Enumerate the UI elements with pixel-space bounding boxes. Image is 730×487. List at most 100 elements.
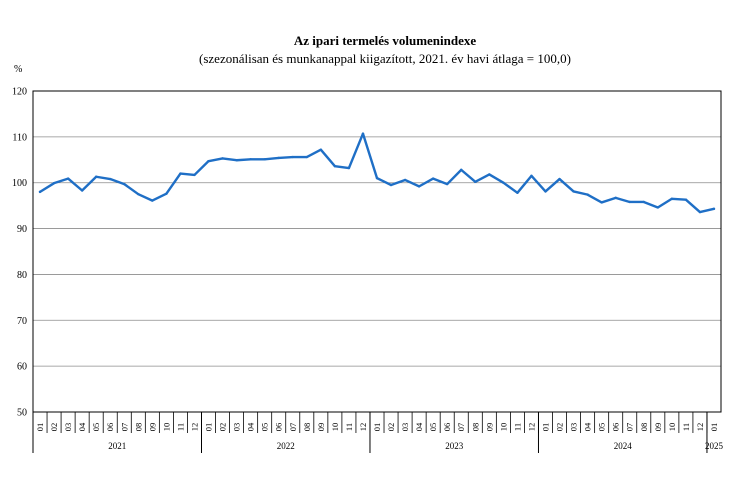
x-tick-label: 03 [63,423,73,432]
data-point [319,148,323,151]
y-axis-ticks: 50 60 70 80 90 100 110 120 [12,87,27,419]
year-label: 2022 [277,441,295,451]
x-tick-label: 11 [681,423,691,431]
x-tick-label: 01 [540,423,550,432]
data-point [698,210,702,214]
y-tick-label: 110 [12,132,27,143]
data-point [642,200,645,204]
y-tick-label: 90 [17,224,27,235]
plot-area-frame [32,90,722,413]
x-tick-label: 07 [288,423,298,432]
data-point [417,185,421,188]
x-tick-label: 07 [625,423,635,432]
data-point [52,181,56,185]
data-point [530,174,533,178]
x-tick-label: 08 [470,423,480,432]
x-tick-label: 04 [77,422,87,431]
data-point [151,199,154,202]
data-point [165,192,168,195]
data-point [389,183,393,187]
x-tick-label: 01 [372,423,382,432]
x-tick-label: 11 [175,423,185,431]
y-axis-unit-label: % [14,64,22,75]
data-point [66,177,70,180]
data-point [179,172,182,175]
data-point [94,175,98,178]
x-tick-label: 12 [189,423,199,432]
x-tick-label: 11 [512,423,522,431]
x-tick-label: 06 [274,423,284,432]
year-label: 2025 [705,441,724,451]
series-layer [38,132,716,214]
y-tick-label: 60 [17,362,27,373]
x-axis: 01 02 03 04 05 06 07 08 09 10 11 12 01 02 03 04 05 06 07 08… [32,412,724,453]
data-point [403,178,407,182]
x-tick-label: 08 [639,423,649,432]
data-point [670,197,674,200]
x-tick-label: 08 [302,423,312,432]
x-tick-label: 01 [204,423,214,432]
chart-subtitle: (szezonálisan és munkanappal kiigazított… [199,51,571,66]
x-tick-label: 10 [667,423,677,432]
x-tick-label: 02 [555,423,565,432]
data-point [333,165,337,168]
data-point [80,189,84,192]
data-point [137,192,140,196]
y-tick-label: 50 [17,408,27,419]
data-point [207,159,210,163]
y-tick-label: 70 [17,316,27,327]
x-tick-label: 02 [386,423,396,432]
x-tick-label: 06 [442,423,452,432]
x-tick-label: 12 [358,423,368,432]
x-tick-label: 04 [414,422,424,431]
data-point [109,177,112,181]
data-point [474,180,477,183]
data-point [375,176,379,180]
data-point [38,190,42,194]
year-label: 2024 [614,441,633,451]
x-tick-label: 08 [133,423,143,432]
y-tick-label: 80 [17,270,27,281]
data-point [123,182,126,186]
x-tick-label: 09 [484,423,494,432]
y-tick-label: 100 [12,178,27,189]
data-point [347,166,351,170]
x-tick-label: 09 [316,423,326,432]
data-point [249,158,252,161]
data-point [502,181,505,184]
x-tick-label: 11 [344,423,354,431]
x-tick-label: 09 [653,423,663,432]
x-tick-label: 12 [526,423,536,432]
x-tick-label: 01 [35,423,45,432]
x-tick-label: 06 [611,423,621,432]
gridlines [33,136,721,367]
data-point [586,193,589,196]
data-point [516,191,519,195]
data-point [614,196,617,200]
x-tick-label: 02 [218,423,228,432]
x-tick-label: 07 [456,423,466,432]
x-tick-label: 03 [232,423,242,432]
data-point [263,158,266,161]
data-point [235,159,238,162]
year-label: 2023 [445,441,464,451]
x-tick-label: 02 [49,423,59,432]
data-point [600,201,603,204]
x-tick-label: 05 [91,423,101,432]
x-tick-label: 05 [597,423,607,432]
x-tick-label: 04 [583,422,593,431]
x-tick-label: 05 [260,423,270,432]
data-point [684,198,688,201]
data-point [193,173,196,177]
x-tick-label: 01 [709,423,719,432]
x-tick-label: 12 [695,423,705,432]
data-point [361,132,365,135]
data-point [305,155,308,159]
data-point [544,190,547,193]
year-label: 2021 [108,441,126,451]
data-point [277,156,280,160]
x-tick-label: 05 [428,423,438,432]
x-tick-label: 10 [330,423,340,432]
x-tick-label: 10 [498,423,508,432]
